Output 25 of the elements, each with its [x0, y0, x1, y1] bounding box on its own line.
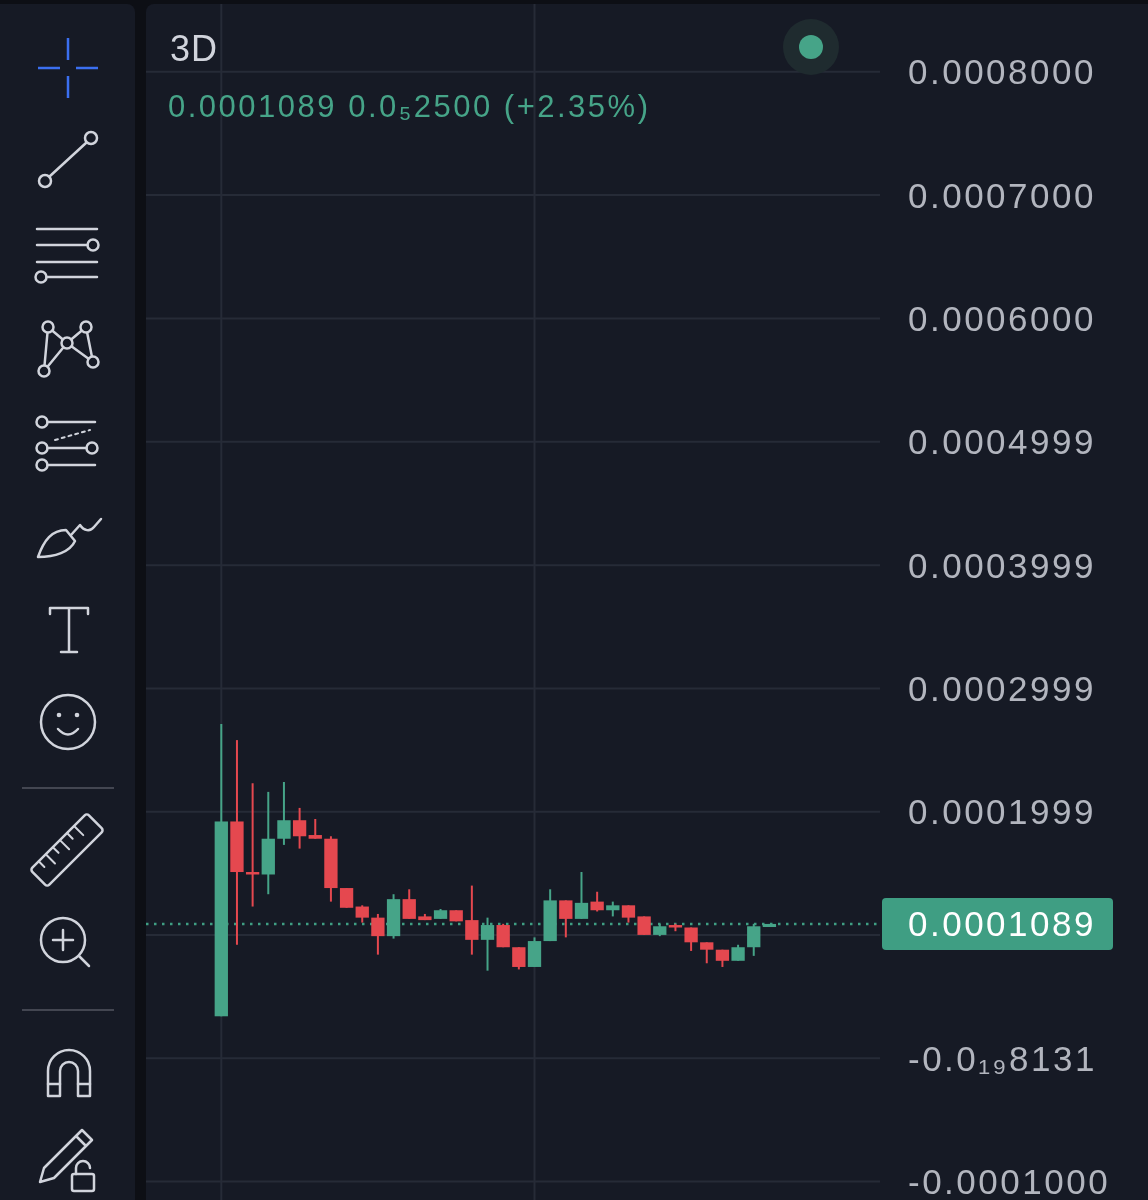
y-tick-label: 0.0008000	[908, 52, 1096, 92]
y-tick-label: 0.0002999	[908, 668, 1096, 708]
y-tick-label: 0.0001999	[908, 792, 1096, 832]
y-tick-label: 0.0003999	[908, 545, 1096, 585]
text: 3D	[170, 27, 219, 69]
candlestick	[590, 890, 604, 913]
candlestick	[308, 818, 322, 840]
candlestick	[512, 946, 526, 971]
y-tick-label: 0.0007000	[908, 175, 1096, 215]
y-tick-label: -0.0001000	[908, 1162, 1111, 1200]
candlestick	[559, 899, 573, 939]
candlestick	[402, 888, 416, 920]
y-tick-label: -0.0₁₉8131	[908, 1038, 1097, 1078]
ref-line-label: 0.0001089	[908, 904, 1096, 944]
y-tick-label: 0.0004999	[908, 422, 1096, 462]
candlestick	[637, 915, 651, 936]
candlestick	[339, 887, 354, 909]
candlestick	[465, 884, 479, 956]
candlestick	[700, 941, 714, 965]
text: 0.0001089 0.0₅2500 (+2.35%)	[168, 88, 651, 124]
candlestick	[277, 781, 291, 846]
candlestick	[574, 871, 589, 920]
candlestick	[292, 806, 307, 850]
y-tick-label: 0.0006000	[908, 298, 1096, 338]
candlestick	[371, 912, 385, 956]
